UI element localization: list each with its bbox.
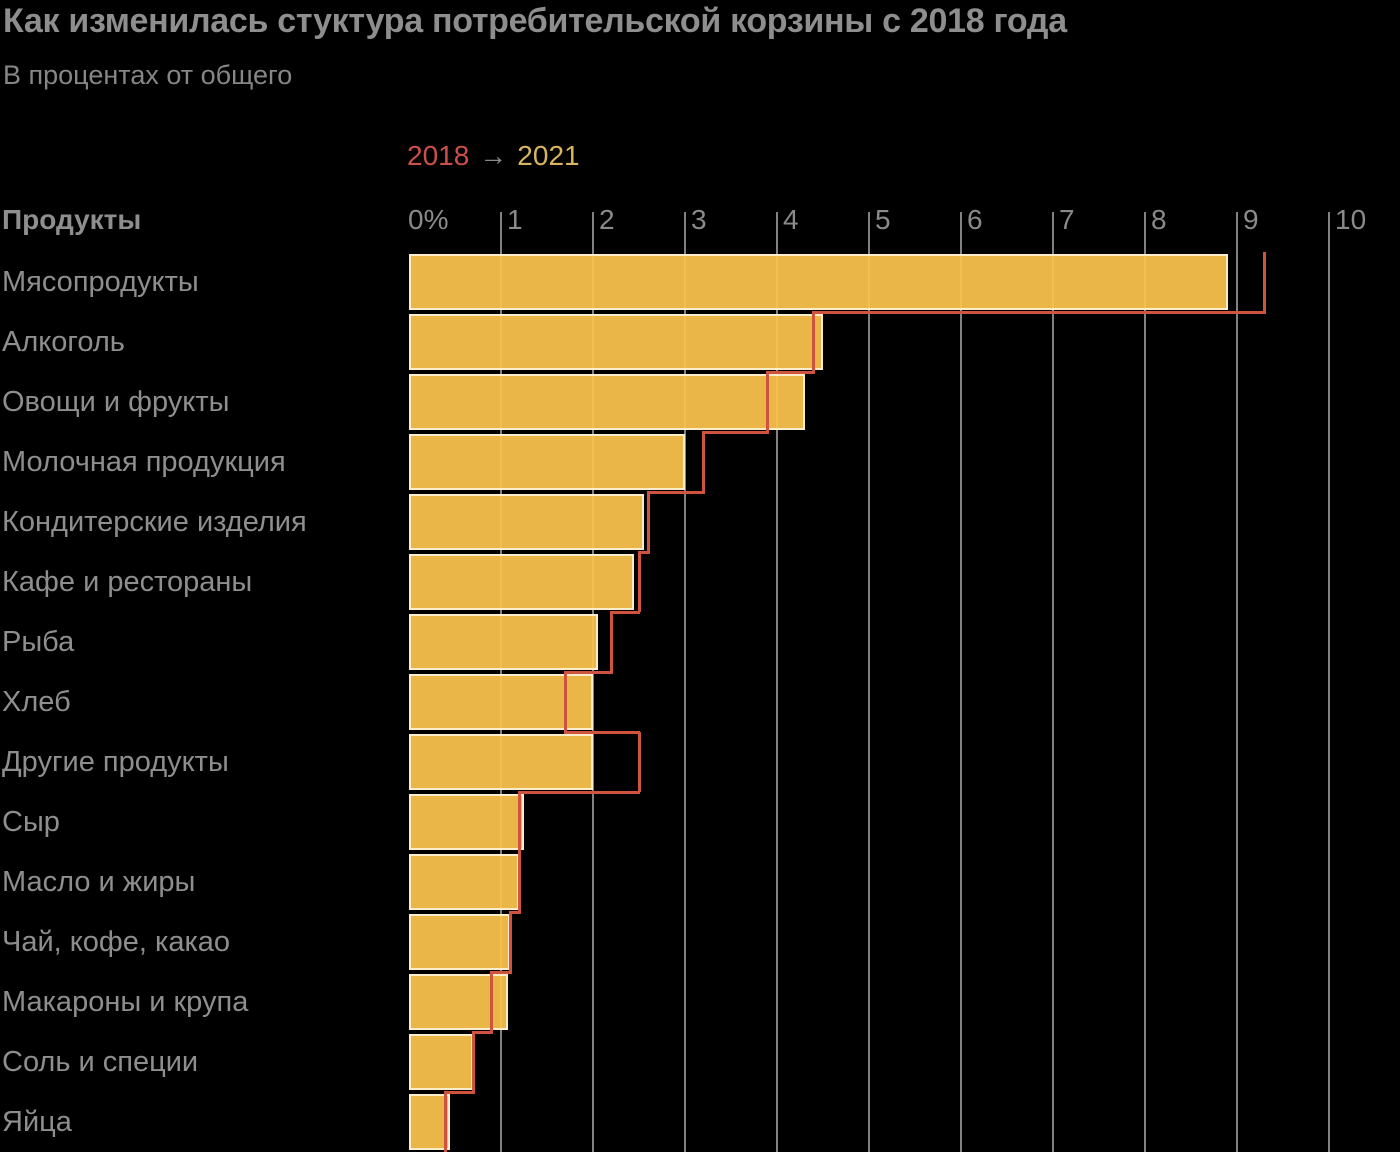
legend-2021-label: 2021 [517, 140, 580, 171]
bar-2021 [409, 374, 805, 430]
line-2018-connector [517, 790, 641, 794]
category-label: Алкоголь [2, 326, 125, 358]
line-2018-vertical [637, 732, 641, 792]
bar-2021 [409, 914, 511, 970]
category-label: Сыр [2, 806, 60, 838]
gridline-8 [1144, 212, 1146, 1152]
x-tick-label-3: 3 [691, 204, 707, 235]
line-2018-vertical [701, 432, 705, 492]
bar-2021 [409, 254, 1228, 310]
line-2018-connector [812, 310, 1267, 314]
x-tick-label-0%: 0% [408, 204, 449, 235]
x-tick-label-1: 1 [507, 204, 523, 235]
x-tick-label-8: 8 [1151, 204, 1167, 235]
bar-2021 [409, 1094, 451, 1150]
line-2018-connector [563, 730, 641, 734]
chart-title: Как изменилась стуктура потребительской … [3, 2, 1067, 40]
bar-2021 [409, 554, 635, 610]
line-2018-connector [471, 1030, 494, 1034]
line-2018-connector [444, 1090, 475, 1094]
line-2018-connector [646, 490, 705, 494]
gridline-2 [592, 212, 594, 1152]
category-label: Масло и жиры [2, 866, 196, 898]
category-label: Молочная продукция [2, 446, 286, 478]
line-2018-vertical [563, 672, 567, 732]
bar-2021 [409, 1034, 474, 1090]
line-2018-connector [508, 910, 521, 914]
line-2018-vertical [812, 312, 816, 372]
bar-2021 [409, 854, 520, 910]
line-2018-vertical [1263, 252, 1267, 312]
line-2018-vertical [646, 492, 650, 552]
x-tick-label-9: 9 [1243, 204, 1259, 235]
x-tick-label-7: 7 [1059, 204, 1075, 235]
bar-2021 [409, 434, 685, 490]
gridline-4 [776, 212, 778, 1152]
category-label: Чай, кофе, какао [2, 926, 231, 958]
category-label: Кафе и рестораны [2, 566, 253, 598]
category-label: Яйца [2, 1106, 72, 1138]
category-label: Овощи и фрукты [2, 386, 230, 418]
gridline-7 [1052, 212, 1054, 1152]
line-2018-vertical [490, 972, 494, 1032]
line-2018-vertical [471, 1032, 475, 1092]
category-label: Другие продукты [2, 746, 229, 778]
line-2018-vertical [444, 1092, 448, 1152]
line-2018-connector [637, 550, 650, 554]
line-2018-connector [766, 370, 816, 374]
category-label: Мясопродукты [2, 266, 199, 298]
x-tick-label-10: 10 [1335, 204, 1367, 235]
bar-2021 [409, 974, 509, 1030]
category-label: Соль и специи [2, 1046, 199, 1078]
bar-2021 [409, 794, 524, 850]
legend-2018-label: 2018 [407, 140, 470, 171]
legend-arrow-icon: → [479, 140, 508, 171]
line-2018-vertical [766, 372, 770, 432]
line-2018-connector [609, 610, 641, 614]
gridline-6 [960, 212, 962, 1152]
category-label: Макароны и крупа [2, 986, 249, 1018]
bar-2021 [409, 674, 593, 730]
category-label: Хлеб [2, 686, 71, 718]
x-tick-label-5: 5 [875, 204, 891, 235]
gridline-5 [868, 212, 870, 1152]
line-2018-vertical [637, 552, 641, 612]
category-label: Рыба [2, 626, 75, 658]
legend: 2018 → 2021 [407, 140, 580, 172]
category-label: Кондитерские изделия [2, 506, 307, 538]
gridline-10 [1328, 212, 1330, 1152]
line-2018-vertical [609, 612, 613, 672]
line-2018-connector [563, 670, 613, 674]
line-2018-vertical [517, 792, 521, 852]
x-tick-label-2: 2 [599, 204, 615, 235]
gridline-3 [684, 212, 686, 1152]
line-2018-connector [490, 970, 512, 974]
bar-2021 [409, 314, 823, 370]
category-column-header: Продукты [2, 204, 142, 235]
line-2018-connector [701, 430, 770, 434]
gridline-9 [1236, 212, 1238, 1152]
chart-subtitle: В процентах от общего [3, 60, 293, 90]
bar-2021 [409, 734, 593, 790]
bar-2021 [409, 494, 644, 550]
x-tick-label-6: 6 [967, 204, 983, 235]
x-tick-label-4: 4 [783, 204, 799, 235]
bar-2021 [409, 614, 598, 670]
line-2018-vertical [517, 852, 521, 912]
line-2018-connector [517, 850, 521, 854]
line-2018-vertical [508, 912, 512, 972]
